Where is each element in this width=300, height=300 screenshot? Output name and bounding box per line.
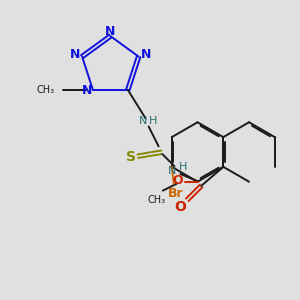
Text: Br: Br [168, 187, 184, 200]
Text: N: N [139, 116, 147, 125]
Text: N: N [82, 84, 92, 97]
Text: O: O [174, 200, 186, 214]
Text: CH₃: CH₃ [148, 194, 166, 205]
Text: H: H [179, 162, 188, 172]
Text: CH₃: CH₃ [36, 85, 54, 95]
Text: N: N [168, 166, 177, 176]
Text: N: N [105, 25, 116, 38]
Text: O: O [172, 174, 183, 187]
Text: N: N [140, 48, 151, 61]
Text: S: S [126, 150, 136, 164]
Text: N: N [70, 48, 80, 61]
Text: H: H [148, 116, 157, 125]
